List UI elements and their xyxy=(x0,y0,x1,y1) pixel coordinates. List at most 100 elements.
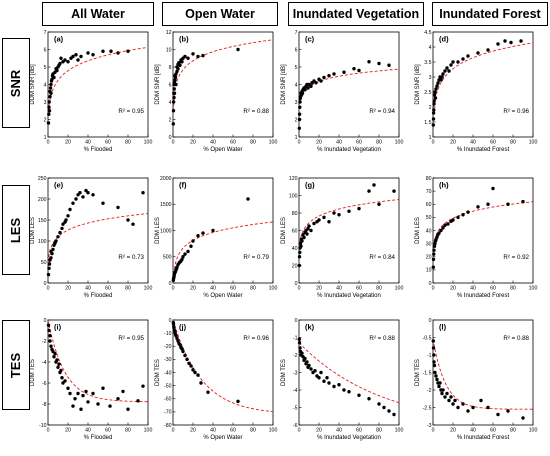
data-point xyxy=(327,220,331,224)
data-point xyxy=(74,197,78,201)
y-axis-label: DDM LES xyxy=(415,217,421,244)
y-tick-label: -40 xyxy=(164,370,172,376)
data-point xyxy=(66,60,70,64)
data-point xyxy=(47,112,51,116)
y-tick-label: -70 xyxy=(164,410,172,416)
plot-frame xyxy=(47,177,149,284)
data-point xyxy=(306,227,310,231)
y-tick-label: -1.5 xyxy=(423,370,432,376)
data-point xyxy=(372,183,376,187)
x-tick-label: 100 xyxy=(395,428,404,434)
r-squared-annotation: R² = 0.96 xyxy=(503,108,529,115)
data-point xyxy=(435,377,439,382)
data-point xyxy=(307,363,311,368)
fit-curve xyxy=(48,46,148,117)
x-tick-label: 80 xyxy=(376,140,382,146)
y-tick-label: -50 xyxy=(164,383,172,389)
data-point xyxy=(435,84,439,88)
y-axis-label: DDM LES xyxy=(155,217,161,244)
x-tick-label: 100 xyxy=(529,428,538,434)
data-point xyxy=(298,105,302,109)
y-tick-label: 1000 xyxy=(160,228,172,234)
y-tick-label: 120 xyxy=(289,176,298,182)
data-point xyxy=(171,122,175,126)
y-tick-label: -2 xyxy=(42,339,47,345)
y-tick-label: 6 xyxy=(295,47,298,53)
row-label-les: LES xyxy=(8,217,24,243)
data-point xyxy=(186,249,190,254)
data-point xyxy=(496,412,500,417)
y-tick-label: 12 xyxy=(166,30,172,36)
data-point xyxy=(66,386,70,390)
x-tick-label: 80 xyxy=(510,140,516,146)
x-tick-label: 20 xyxy=(65,140,71,146)
data-point xyxy=(434,237,438,242)
data-point xyxy=(246,197,250,201)
y-tick-label: -4 xyxy=(293,388,298,394)
data-point xyxy=(337,383,341,387)
x-tick-label: 20 xyxy=(65,286,71,292)
data-point xyxy=(47,262,52,266)
panel-label: (g) xyxy=(305,181,315,190)
y-tick-label: 1 xyxy=(44,135,47,141)
y-tick-label: 1.5 xyxy=(424,120,431,126)
data-point xyxy=(187,361,191,366)
fit-curve xyxy=(48,320,148,403)
data-point xyxy=(357,206,361,211)
data-point xyxy=(382,405,386,410)
x-tick-label: 20 xyxy=(190,286,196,292)
data-point xyxy=(297,341,302,345)
y-tick-label: -1 xyxy=(427,353,432,359)
data-point xyxy=(59,56,63,60)
data-point xyxy=(48,334,52,338)
data-point xyxy=(57,362,61,366)
x-axis-label: % Inundated Vegetation xyxy=(317,147,381,153)
data-point xyxy=(302,235,306,240)
data-point xyxy=(332,72,336,76)
data-point xyxy=(451,218,455,222)
r-squared-annotation: R² = 0.88 xyxy=(243,108,269,115)
data-point xyxy=(301,233,305,237)
y-tick-label: -2 xyxy=(427,388,432,394)
y-tick-label: 0 xyxy=(44,318,47,324)
data-point xyxy=(79,407,83,411)
data-point xyxy=(47,100,51,104)
data-point xyxy=(521,199,525,204)
data-point xyxy=(196,234,200,238)
panel-label: (d) xyxy=(439,35,449,44)
fit-curve xyxy=(173,39,273,117)
y-tick-label: 1 xyxy=(429,135,432,141)
plot-frame xyxy=(298,31,400,138)
data-point xyxy=(433,96,438,100)
data-point xyxy=(432,363,437,368)
data-point xyxy=(432,252,436,256)
y-tick-label: 100 xyxy=(289,193,298,199)
y-tick-label: 5 xyxy=(44,65,47,71)
plot-frame xyxy=(432,177,534,284)
data-point xyxy=(431,123,435,127)
x-axis-label: % Inundated Vegetation xyxy=(317,293,381,299)
y-tick-label: 2.5 xyxy=(424,90,431,96)
data-point xyxy=(173,330,177,334)
y-axis-label: DDM TES xyxy=(281,359,287,386)
r-squared-annotation: R² = 0.88 xyxy=(369,335,395,342)
data-point xyxy=(309,367,313,371)
data-point xyxy=(300,351,304,355)
data-point xyxy=(172,326,176,330)
data-point xyxy=(449,395,453,399)
y-tick-label: 4 xyxy=(44,82,47,88)
data-point xyxy=(52,75,56,80)
data-point xyxy=(174,334,178,338)
data-point xyxy=(126,49,130,53)
x-tick-label: 100 xyxy=(395,286,404,292)
y-tick-label: 80 xyxy=(292,211,298,217)
data-point xyxy=(297,117,302,122)
data-point xyxy=(193,370,197,375)
x-tick-label: 100 xyxy=(269,428,278,434)
x-tick-label: 100 xyxy=(144,140,153,146)
y-axis-label: DDM TES xyxy=(30,359,36,386)
data-point xyxy=(56,235,60,239)
y-tick-label: 0 xyxy=(169,318,172,324)
x-tick-label: 0 xyxy=(432,140,435,146)
r-squared-annotation: R² = 0.79 xyxy=(243,254,269,261)
